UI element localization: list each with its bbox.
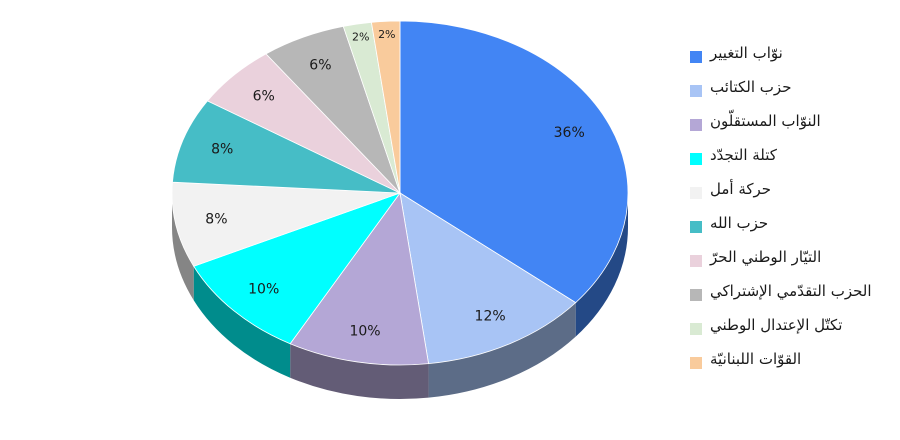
legend-label: حركة أمل xyxy=(710,180,772,198)
legend-label: نوّاب التغيير xyxy=(710,44,783,62)
legend-label: الحزب التقدّمي الإشتراكي xyxy=(710,282,872,300)
legend-item: القوّات اللبنانيّة xyxy=(690,346,890,380)
slice-label-7: 6% xyxy=(253,89,275,105)
legend-item: الحزب التقدّمي الإشتراكي xyxy=(690,278,890,312)
legend-item: التيّار الوطني الحرّ xyxy=(690,244,890,278)
legend-swatch xyxy=(690,255,702,267)
legend-swatch xyxy=(690,289,702,301)
legend-item: كتلة التجدّد xyxy=(690,142,890,176)
slice-label-2: 12% xyxy=(475,309,506,325)
legend-item: حزب الله xyxy=(690,210,890,244)
pie-slice-side-5 xyxy=(172,193,194,301)
legend-label: التيّار الوطني الحرّ xyxy=(710,248,822,266)
slice-label-3: 10% xyxy=(349,324,380,340)
slice-label-10: 2% xyxy=(378,28,395,41)
legend-swatch xyxy=(690,51,702,63)
pie-slice-2 xyxy=(399,192,577,365)
legend-item: حركة أمل xyxy=(690,176,890,210)
pie-slice-10 xyxy=(370,20,401,194)
pie-slice-3 xyxy=(289,191,430,366)
pie-slice-4 xyxy=(193,192,402,345)
legend-item: نوّاب التغيير xyxy=(690,40,890,74)
slice-label-6: 8% xyxy=(211,141,233,157)
pie-slice-6 xyxy=(172,100,401,194)
legend-label: النوّاب المستقلّون xyxy=(710,112,821,130)
pie-slice-side-2 xyxy=(428,302,576,398)
slice-label-4: 10% xyxy=(248,282,279,298)
legend-label: حزب الله xyxy=(710,214,769,232)
legend-item: حزب الكتائب xyxy=(690,74,890,108)
legend-swatch xyxy=(690,85,702,97)
slice-label-5: 8% xyxy=(205,211,227,227)
slice-label-9: 2% xyxy=(352,31,369,44)
legend-swatch xyxy=(690,323,702,335)
legend-swatch xyxy=(690,357,702,369)
pie-slice-side-1 xyxy=(575,193,628,337)
legend-item: تكتّل الإعتدال الوطني xyxy=(690,312,890,346)
pie-slice-1 xyxy=(399,20,629,304)
pie-slice-5 xyxy=(171,181,401,267)
legend-swatch xyxy=(690,119,702,131)
slice-label-8: 6% xyxy=(309,57,331,73)
legend-item: النوّاب المستقلّون xyxy=(690,108,890,142)
legend: نوّاب التغيير حزب الكتائب النوّاب المستقلّ… xyxy=(690,40,890,380)
legend-swatch xyxy=(690,153,702,165)
pie-slice-side-3 xyxy=(290,343,429,400)
legend-label: كتلة التجدّد xyxy=(710,146,777,164)
legend-swatch xyxy=(690,221,702,233)
legend-swatch xyxy=(690,187,702,199)
legend-label: حزب الكتائب xyxy=(710,78,792,96)
pie-slice-side-4 xyxy=(193,266,291,378)
legend-label: القوّات اللبنانيّة xyxy=(710,350,802,368)
legend-label: تكتّل الإعتدال الوطني xyxy=(710,316,843,334)
slice-label-1: 36% xyxy=(554,125,585,141)
